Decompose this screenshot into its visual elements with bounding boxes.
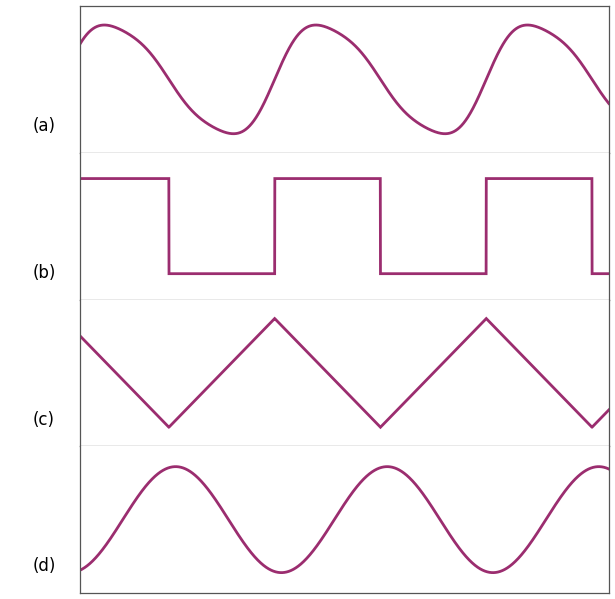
Text: (a): (a) [33, 117, 55, 135]
Text: (c): (c) [33, 411, 54, 429]
Text: (d): (d) [33, 558, 56, 576]
Text: (b): (b) [33, 264, 56, 282]
